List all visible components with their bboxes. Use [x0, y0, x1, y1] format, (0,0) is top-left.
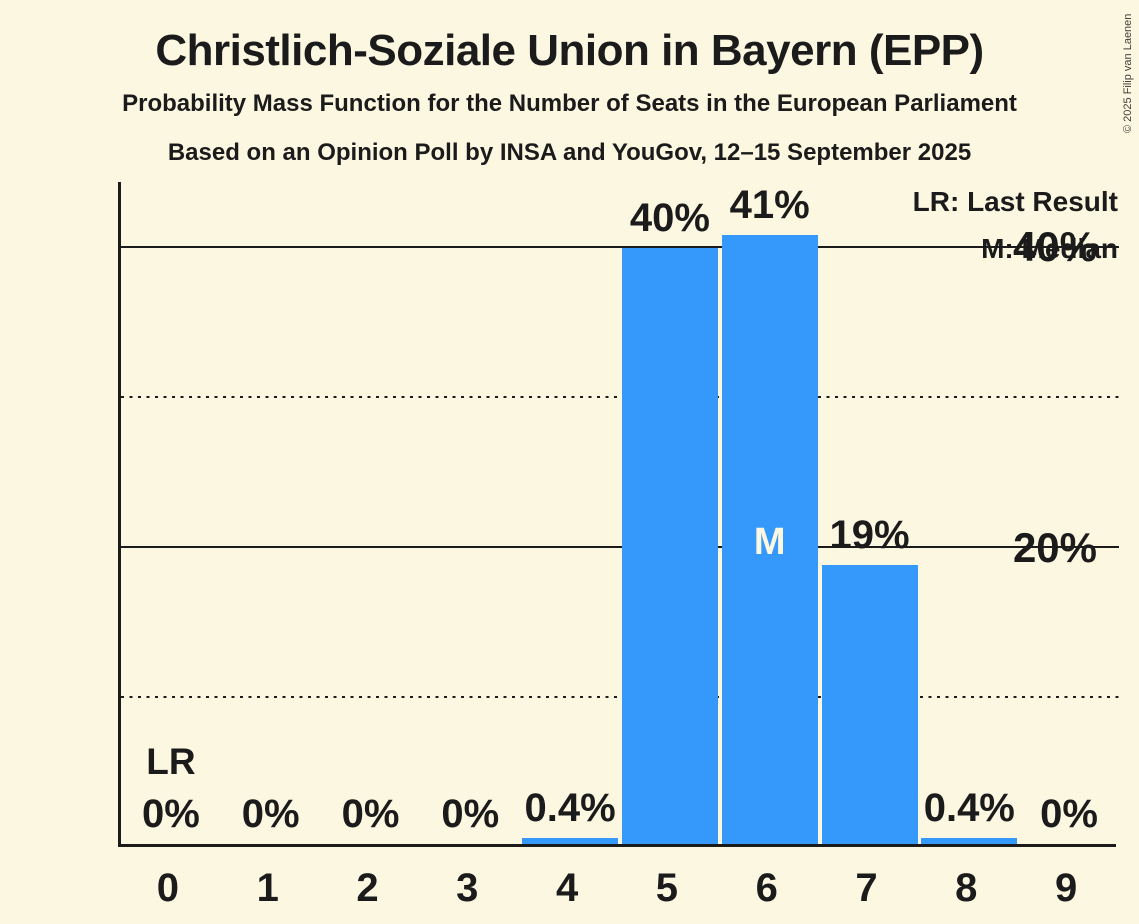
bar-label-seat-9: 0% [1040, 792, 1098, 836]
x-axis-tick-6: 6 [755, 866, 778, 910]
x-axis-tick-3: 3 [456, 866, 479, 910]
bar-seat-5 [621, 248, 718, 844]
last-result-annotation: LR [146, 741, 196, 782]
bar-seat-7 [821, 564, 918, 844]
chart-source-line: Based on an Opinion Poll by INSA and You… [167, 139, 972, 166]
bar-label-seat-5: 40% [629, 196, 710, 241]
x-axis-tick-0: 0 [156, 866, 180, 910]
bar-label-seat-0: 0% [141, 792, 200, 836]
bar-seat-4 [522, 838, 619, 844]
gridline-40pct [121, 245, 1119, 249]
chart-title: Christlich-Soziale Union in Bayern (EPP) [155, 26, 984, 75]
bar-label-seat-6: 41% [729, 182, 810, 227]
plot-area: 0% 0% 0% 0% 0.4% 40% 41% 19% 0.4% 0% LR M [118, 182, 1119, 847]
x-axis-tick-4: 4 [555, 866, 579, 910]
x-axis-tick-5: 5 [655, 866, 679, 910]
x-axis-tick-1: 1 [256, 866, 279, 910]
median-annotation: M [753, 521, 786, 563]
bar-seat-6 [721, 234, 818, 844]
chart-subtitle: Probability Mass Function for the Number… [122, 90, 1017, 117]
x-axis-tick-7: 7 [855, 866, 878, 910]
x-axis-tick-8: 8 [955, 866, 978, 910]
bar-label-seat-8: 0.4% [923, 786, 1015, 830]
bar-label-seat-4: 0.4% [524, 786, 616, 830]
x-axis-tick-9: 9 [1054, 866, 1078, 910]
legend-median: M: Median [981, 233, 1118, 264]
gridline-30pct [121, 395, 1119, 399]
bar-label-seat-1: 0% [241, 792, 300, 836]
bar-seat-8 [921, 838, 1018, 844]
gridline-20pct [121, 545, 1119, 549]
bar-label-seat-2: 0% [341, 792, 400, 836]
bar-label-seat-7: 19% [829, 512, 910, 557]
legend-last-result: LR: Last Result [912, 186, 1118, 217]
gridline-10pct [121, 695, 1119, 699]
x-axis-tick-2: 2 [356, 866, 379, 910]
bar-label-seat-3: 0% [441, 792, 500, 836]
copyright-notice: © 2025 Filip van Laenen [1122, 13, 1134, 133]
